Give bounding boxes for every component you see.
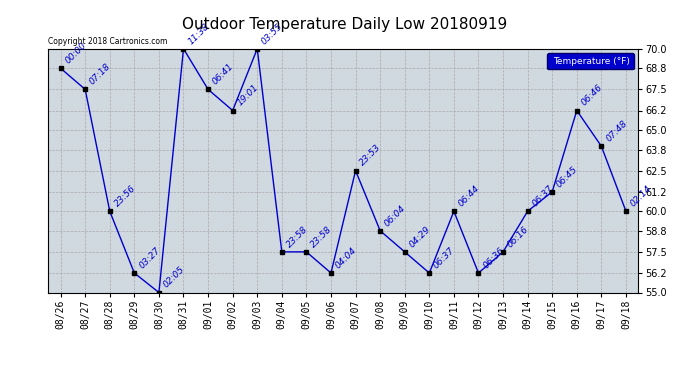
Text: 19:01: 19:01	[235, 83, 260, 108]
Text: 11:38: 11:38	[186, 21, 211, 46]
Text: 06:37: 06:37	[531, 184, 555, 209]
Text: 04:04: 04:04	[334, 246, 359, 270]
Text: 06:36: 06:36	[481, 246, 506, 270]
Text: 06:44: 06:44	[457, 184, 482, 209]
Text: 23:58: 23:58	[284, 224, 309, 249]
Text: Outdoor Temperature Daily Low 20180919: Outdoor Temperature Daily Low 20180919	[182, 17, 508, 32]
Text: 23:58: 23:58	[309, 224, 334, 249]
Text: 07:18: 07:18	[88, 62, 112, 87]
Text: 06:04: 06:04	[383, 203, 408, 228]
Text: 06:46: 06:46	[580, 83, 604, 108]
Text: 02:05: 02:05	[161, 265, 186, 290]
Text: 06:41: 06:41	[211, 62, 235, 87]
Text: 03:27: 03:27	[137, 246, 162, 270]
Legend: Temperature (°F): Temperature (°F)	[547, 53, 633, 69]
Text: Copyright 2018 Cartronics.com: Copyright 2018 Cartronics.com	[48, 38, 168, 46]
Text: 04:29: 04:29	[408, 224, 432, 249]
Text: 23:56: 23:56	[112, 184, 137, 209]
Text: 06:16: 06:16	[506, 224, 531, 249]
Text: 03:55: 03:55	[260, 21, 285, 46]
Text: 23:53: 23:53	[358, 143, 383, 168]
Text: 06:37: 06:37	[432, 246, 457, 270]
Text: 00:00: 00:00	[63, 41, 88, 66]
Text: 02:14: 02:14	[629, 184, 653, 209]
Text: 06:45: 06:45	[555, 164, 580, 189]
Text: 07:48: 07:48	[604, 119, 629, 144]
